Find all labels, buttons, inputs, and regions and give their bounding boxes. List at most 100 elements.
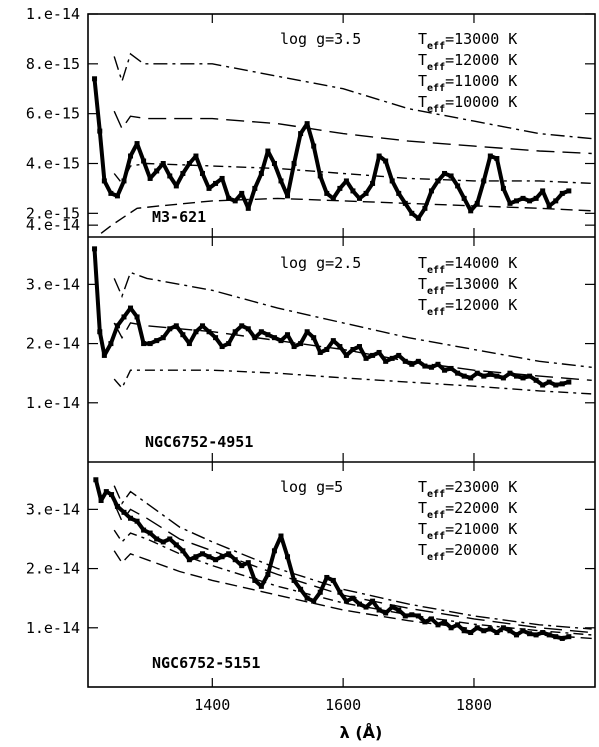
observed-point	[337, 185, 343, 191]
observed-point	[481, 178, 487, 184]
observed-point	[363, 190, 369, 196]
teff-subscript: eff	[427, 552, 445, 563]
observed-point	[409, 612, 415, 618]
observed-point	[559, 381, 565, 387]
teff-subscript: eff	[427, 104, 445, 115]
observed-point	[232, 557, 238, 563]
teff-symbol: T	[418, 30, 427, 48]
teff-subscript: eff	[427, 83, 445, 94]
observed-point	[258, 583, 264, 589]
observed-point	[317, 349, 323, 355]
observed-point	[304, 121, 310, 127]
observed-point	[370, 352, 376, 358]
observed-point	[343, 352, 349, 358]
observed-point	[343, 598, 349, 604]
observed-point	[147, 175, 153, 181]
observed-point	[252, 185, 258, 191]
observed-point	[409, 361, 415, 367]
observed-point	[356, 195, 362, 201]
teff-legend-entry: Teff=12000 K	[418, 296, 517, 318]
observed-point	[180, 548, 186, 554]
observed-point	[298, 586, 304, 592]
observed-point	[559, 190, 565, 196]
observed-point	[553, 198, 559, 204]
observed-point	[330, 338, 336, 344]
observed-point	[448, 625, 454, 631]
observed-point	[173, 323, 179, 329]
observed-point	[559, 635, 565, 641]
teff-symbol: T	[418, 275, 427, 293]
y-tick-label: 6.e-15	[26, 105, 80, 123]
observed-point	[520, 195, 526, 201]
observed-point	[121, 509, 127, 515]
observed-point	[206, 185, 212, 191]
observed-point	[513, 632, 519, 638]
observed-point	[109, 492, 115, 498]
observed-point	[265, 572, 271, 577]
observed-point	[173, 542, 179, 548]
y-tick-label: 1.e-14	[26, 394, 80, 412]
observed-point	[494, 156, 500, 162]
teff-legend-entry: Teff=10000 K	[418, 93, 517, 115]
observed-point	[98, 497, 104, 503]
y-tick-label: 2.e-14	[26, 335, 80, 353]
observed-point	[134, 141, 140, 147]
teff-symbol: T	[418, 541, 427, 559]
teff-subscript: eff	[427, 265, 445, 276]
teff-symbol: T	[418, 520, 427, 538]
observed-point	[468, 630, 474, 636]
observed-point	[186, 557, 192, 563]
log-g-label: log g=5	[280, 478, 343, 496]
observed-point	[396, 352, 402, 358]
teff-value: =20000 K	[445, 541, 517, 559]
observed-point	[337, 344, 343, 350]
observed-point	[213, 180, 219, 186]
teff-subscript: eff	[427, 41, 445, 52]
observed-point	[350, 188, 356, 194]
observed-point	[213, 335, 219, 341]
log-g-label: log g=2.5	[280, 254, 361, 272]
observed-point	[180, 170, 186, 176]
observed-point	[128, 153, 134, 159]
observed-point	[500, 375, 506, 381]
observed-point	[278, 533, 284, 539]
observed-point	[356, 344, 362, 350]
observed-point	[128, 515, 134, 521]
observed-point	[396, 607, 402, 613]
observed-point	[566, 634, 572, 640]
teff-legend-entry: Teff=22000 K	[418, 499, 517, 521]
observed-point	[311, 598, 317, 604]
observed-point	[219, 344, 225, 350]
observed-point	[141, 341, 147, 347]
star-name-label: NGC6752-5151	[152, 654, 260, 672]
observed-point	[389, 178, 395, 184]
teff-symbol: T	[418, 72, 427, 90]
observed-point	[383, 358, 389, 364]
observed-point	[167, 536, 173, 542]
observed-point	[167, 326, 173, 332]
observed-point	[383, 610, 389, 616]
observed-point	[278, 178, 284, 184]
observed-point	[422, 619, 428, 625]
observed-point	[226, 551, 232, 557]
teff-legend-entry: Teff=13000 K	[418, 275, 517, 297]
observed-point	[474, 625, 480, 631]
observed-point	[520, 628, 526, 634]
teff-value: =12000 K	[445, 51, 517, 69]
observed-point	[507, 628, 513, 634]
observed-point	[553, 634, 559, 640]
observed-point	[121, 178, 127, 184]
observed-point	[389, 604, 395, 610]
teff-symbol: T	[418, 478, 427, 496]
observed-point	[186, 160, 192, 166]
observed-point	[553, 382, 559, 388]
observed-point	[428, 364, 434, 370]
observed-point	[180, 332, 186, 338]
observed-point	[245, 560, 251, 566]
y-tick-label: 1.e-14	[26, 619, 80, 637]
observed-point	[422, 205, 428, 211]
observed-point	[566, 188, 572, 194]
teff-legend-entry: Teff=13000 K	[418, 30, 517, 52]
teff-legend-entry: Teff=20000 K	[418, 541, 517, 563]
